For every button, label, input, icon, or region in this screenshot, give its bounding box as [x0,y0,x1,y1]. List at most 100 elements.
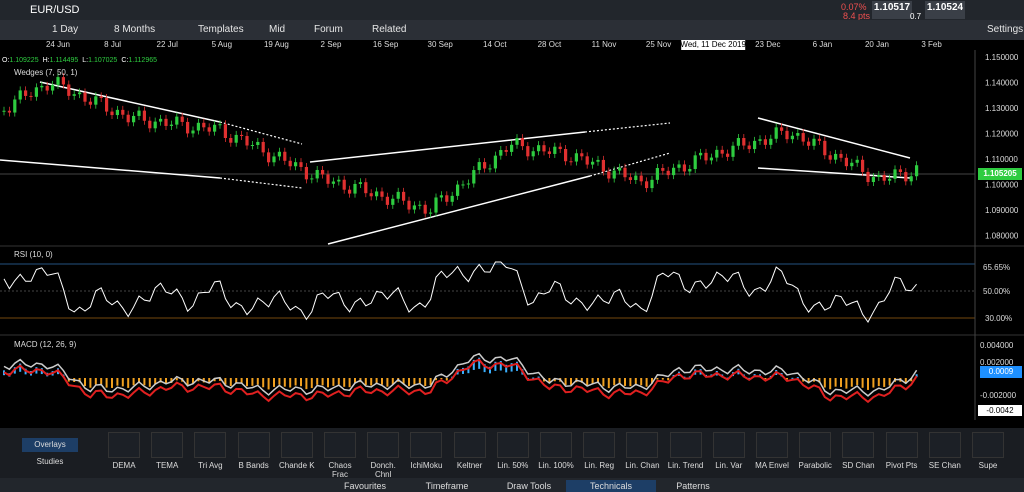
candle-body [893,169,896,178]
study-item[interactable]: Lin. 50% [493,432,533,470]
candle-body [877,175,880,177]
study-name: SD Chan [838,461,878,470]
macd-histogram [624,378,626,386]
candle-body [224,124,227,138]
study-item[interactable]: SE Chan [925,432,965,470]
study-icon [886,432,918,458]
macd-histogram [586,378,588,385]
date-label: 28 Oct [538,40,562,49]
macd-histogram [570,378,572,385]
candle-body [548,151,551,154]
candle-body [672,168,675,175]
candle-body [575,153,578,161]
macd-histogram [840,378,842,387]
candle-body [823,141,826,155]
study-name: Chaos Frac [320,461,360,479]
macd-histogram [322,378,324,385]
macd-histogram [851,378,853,387]
candle-body [391,199,394,205]
candle-body [764,139,767,145]
candle-body [434,197,437,212]
study-name: Donch. Chnl [363,461,403,479]
macd-histogram [327,378,329,387]
macd-histogram [230,378,232,386]
studies-tab[interactable]: Studies [22,455,78,469]
candle-body [564,149,567,161]
macd-histogram [602,378,604,386]
study-item[interactable]: Lin. Reg [579,432,619,470]
candle-body [73,94,76,96]
candle-body [413,205,416,209]
candle-body [839,154,842,158]
macd-histogram [835,378,837,387]
study-item[interactable]: DEMA [104,432,144,470]
study-item[interactable]: Chande K [277,432,317,470]
study-item[interactable]: Lin. 100% [536,432,576,470]
bottom-tab[interactable]: Favourites [320,480,410,492]
macd-signal: 0.0009 [980,366,1022,378]
study-icon [454,432,486,458]
date-label: 6 Jan [813,40,833,49]
candle-body [758,139,761,141]
study-item[interactable]: Donch. Chnl [363,432,403,479]
study-item[interactable]: SD Chan [838,432,878,470]
candle-body [650,180,653,188]
study-item[interactable]: Pivot Pts [882,432,922,470]
candle-body [872,177,875,182]
candle-body [775,127,778,138]
study-icon [583,432,615,458]
date-label: 30 Sep [428,40,454,49]
candle-body [46,86,49,91]
candle-body [397,192,400,199]
candle-body [521,138,524,146]
candle-body [310,178,313,179]
overlays-tab[interactable]: Overlays [22,438,78,452]
bottom-tab[interactable]: Patterns [648,480,738,492]
macd-histogram [829,378,831,389]
candle-body [267,152,270,162]
price-tick-label: 1.080000 [985,232,1019,241]
study-item[interactable]: MA Envel [752,432,792,470]
candle-body [553,147,556,154]
macd-current: -0.0042 [978,405,1022,416]
macd-label: MACD (12, 26, 9) [14,340,76,349]
study-item[interactable]: Lin. Var [709,432,749,470]
candle-body [326,175,329,184]
date-label: 22 Jul [157,40,179,49]
macd-histogram [889,378,891,386]
study-item[interactable]: B Bands [234,432,274,470]
study-item[interactable]: Tri Avg [190,432,230,470]
candle-body [888,179,891,181]
candle-body [132,116,135,122]
study-item[interactable]: Parabolic [795,432,835,470]
study-item[interactable]: Lin. Trend [666,432,706,470]
candle-body [742,138,745,146]
macd-histogram [878,378,880,386]
candle-body [170,125,173,126]
study-name: Lin. 100% [536,461,576,470]
bottom-tab[interactable]: Draw Tools [484,480,574,492]
study-icon [799,432,831,458]
study-item[interactable]: Lin. Chan [622,432,662,470]
candle-body [29,96,32,97]
macd-histogram [862,378,864,388]
candle-body [661,168,664,171]
candle-body [8,111,11,113]
bottom-tab[interactable]: Timeframe [402,480,492,492]
study-item[interactable]: Chaos Frac [320,432,360,479]
candle-body [753,141,756,149]
candle-body [245,136,248,145]
candle-body [56,77,59,85]
study-item[interactable]: TEMA [147,432,187,470]
study-item[interactable]: Supe [968,432,1008,470]
macd-histogram [343,378,345,387]
macd-histogram [122,378,124,386]
bottom-tab[interactable]: Technicals [566,480,656,492]
macd-histogram [89,378,91,388]
candle-body [796,133,799,136]
candle-body [251,145,254,146]
macd-histogram [446,378,448,381]
study-item[interactable]: IchiMoku [406,432,446,470]
macd-histogram [316,378,318,385]
study-item[interactable]: Keltner [450,432,490,470]
